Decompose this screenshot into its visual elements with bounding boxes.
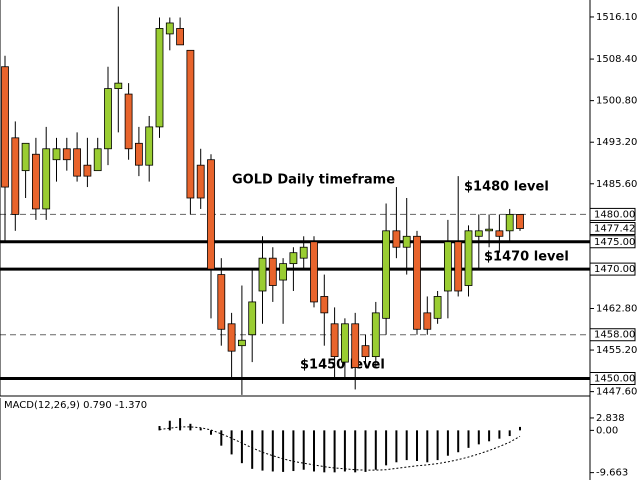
candle-body [371,312,380,358]
y-tick-label: 2.838 [596,413,625,424]
candle-body [320,296,329,314]
signal-line [159,426,521,471]
level-label: 1450.00 [594,373,635,384]
candle-body [83,164,92,177]
candle-body [423,312,432,330]
candle-body [207,159,215,270]
candle-body [186,49,195,199]
candle-body [516,214,524,229]
candle-body [402,235,411,248]
candle-body [299,246,308,259]
y-tick-label: 1455.20 [596,345,637,356]
candle-body [289,252,298,265]
y-tick-label: 0.00 [596,425,618,436]
candle-body [361,345,370,358]
y-tick-label: 1493.20 [596,137,637,148]
y-tick-label: 1485.60 [596,179,637,190]
candle-body [351,323,360,368]
candle-body [485,228,494,232]
candle-body [310,241,318,303]
candle-body [145,126,154,166]
candle-body [382,230,391,319]
y-tick-label: 1500.80 [596,96,637,107]
candle-body [217,274,226,330]
level-label: 1470.00 [594,264,635,275]
annotation: $1450 level [300,358,385,373]
candle-body [93,148,102,172]
y-tick-label: -9.663 [596,468,628,479]
y-tick-label: 1508.40 [596,54,637,65]
annotation: GOLD Daily timeframe [232,173,395,188]
macd-label: MACD(12,26,9) 0.790 -1.370 [4,400,147,411]
candle-body [227,323,236,352]
candle-body [474,230,483,237]
candle-body [433,296,442,319]
candle-body [495,230,504,237]
y-tick-label: 1447.60 [596,387,637,398]
candle-body [104,88,112,150]
candle-body [392,230,401,248]
candle-body [340,323,349,363]
candle-body [42,148,51,210]
candle-body [330,323,339,358]
candle-body [505,214,514,232]
candle-body [52,148,61,161]
candle-body [21,142,30,172]
candle-body [443,241,452,292]
level-label: 1480.00 [594,209,635,220]
candle-body [248,301,257,336]
level-label: 1477.42 [594,224,635,235]
candle-body [258,257,267,292]
y-tick-label: 1462.80 [596,303,637,314]
level-label: 1458.00 [594,330,635,341]
candle-body [124,93,133,150]
candle-body [1,66,9,188]
candle-body [134,142,143,166]
candle-body [114,82,123,90]
candle-body [268,257,277,286]
candle-body [454,241,463,292]
candle-body [413,235,421,330]
annotation: $1470 level [484,250,569,265]
candle-body [196,164,205,199]
candle-body [11,137,20,215]
candle-body [155,28,164,128]
candle-body [32,153,40,210]
candle-body [464,230,473,286]
level-label: 1475.00 [594,237,635,248]
candle-body [176,28,185,46]
annotation: $1480 level [464,180,549,195]
candle-body [237,339,246,347]
candle-body [73,148,81,177]
y-tick-label: 1516.10 [596,12,637,23]
candle-body [165,22,174,35]
candle-body [279,263,288,281]
candle-body [62,148,71,161]
